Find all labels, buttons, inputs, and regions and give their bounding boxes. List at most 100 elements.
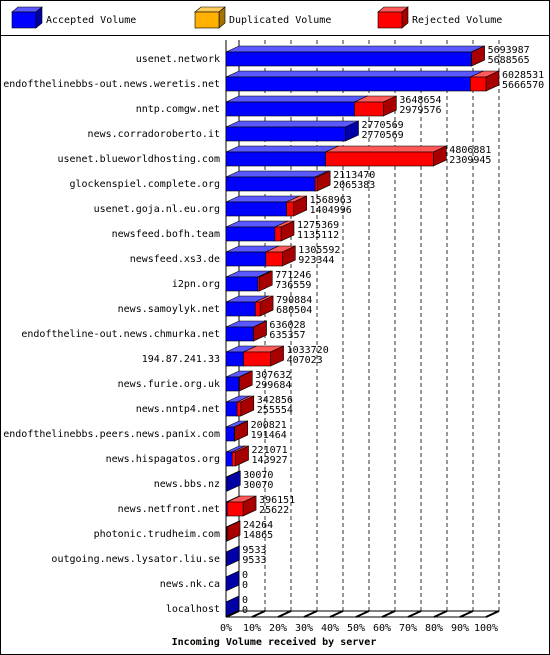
accepted-label: 255554 — [257, 405, 293, 416]
category-label: news.furie.org.uk — [118, 379, 220, 390]
x-tick-label: 50% — [347, 623, 365, 634]
category-label: photonic.trudheim.com — [94, 529, 220, 540]
rejected-bar — [354, 101, 384, 117]
rejected-bar — [255, 301, 261, 317]
accepted-label: 25622 — [259, 505, 289, 516]
accepted-label: 14865 — [243, 530, 273, 541]
category-label: newsfeed.bofh.team — [112, 229, 220, 240]
category-label: usenet.goja.nl.eu.org — [94, 204, 220, 215]
x-tick — [433, 610, 448, 618]
x-tick — [485, 610, 500, 618]
accepted-label: 736559 — [275, 280, 311, 291]
accepted-bar — [225, 326, 254, 342]
category-label: usenet.blueworldhosting.com — [57, 154, 220, 165]
category-label: localhost — [166, 604, 220, 615]
accepted-label: 635357 — [269, 330, 305, 341]
category-label: news.nntp4.net — [136, 404, 220, 415]
rejected-bar-top — [325, 145, 447, 153]
x-tick — [303, 610, 318, 618]
x-tick-label: 100% — [474, 623, 498, 634]
accepted-label: 0 — [242, 605, 248, 616]
accepted-label: 191464 — [251, 430, 287, 441]
accepted-bar — [225, 126, 346, 142]
x-tick-label: 40% — [321, 623, 339, 634]
rejected-bar — [314, 176, 318, 192]
accepted-label: 1135112 — [297, 230, 339, 241]
rejected-bar — [325, 151, 434, 167]
accepted-label: 2770569 — [361, 130, 403, 141]
offered-label: 2770569 — [361, 120, 403, 131]
legend-label: Accepted Volume — [46, 15, 136, 26]
category-label: news.corradoroberto.it — [88, 129, 220, 140]
offered-label: 24264 — [243, 520, 273, 531]
x-tick — [459, 610, 474, 618]
accepted-bar — [225, 201, 287, 217]
category-label: news.netfront.net — [118, 504, 220, 515]
accepted-label: 2979576 — [399, 105, 441, 116]
accepted-bar — [225, 176, 316, 192]
accepted-label: 1404996 — [310, 205, 352, 216]
offered-label: 771246 — [275, 270, 311, 281]
legend-label: Duplicated Volume — [229, 15, 331, 26]
x-tick — [355, 610, 370, 618]
accepted-bar — [225, 426, 235, 442]
accepted-label: 2065383 — [333, 180, 375, 191]
accepted-bar — [225, 376, 240, 392]
offered-label: 1568963 — [310, 195, 352, 206]
offered-label: 396151 — [259, 495, 295, 506]
category-label: i2pn.org — [172, 279, 220, 290]
x-tick-label: 10% — [243, 623, 261, 634]
accepted-bar — [225, 276, 259, 292]
accepted-label: 680504 — [276, 305, 312, 316]
rejected-bar — [236, 401, 242, 417]
category-label: nntp.comgw.net — [136, 104, 220, 115]
offered-label: 790884 — [276, 295, 312, 306]
x-tick — [251, 610, 266, 618]
legend-label: Rejected Volume — [412, 15, 502, 26]
category-label: news.bbs.nz — [154, 479, 220, 490]
category-label: glockenspiel.complete.org — [69, 179, 220, 190]
category-label: usenet.network — [136, 54, 220, 65]
accepted-label: 299684 — [255, 380, 291, 391]
accepted-bar — [225, 451, 233, 467]
x-tick — [225, 610, 240, 618]
x-tick-label: 70% — [399, 623, 417, 634]
legend-swatch — [11, 11, 37, 29]
accepted-bar — [225, 51, 472, 67]
accepted-label: 2309945 — [449, 155, 491, 166]
accepted-bar — [225, 476, 228, 492]
rejected-bar — [243, 351, 271, 367]
offered-label: 1275369 — [297, 220, 339, 231]
rejected-bar — [265, 251, 283, 267]
offered-label: 1033720 — [287, 345, 329, 356]
offered-label: 4806881 — [449, 145, 491, 156]
offered-label: 30070 — [243, 470, 273, 481]
offered-label: 307632 — [255, 370, 291, 381]
x-tick-label: 20% — [269, 623, 287, 634]
accepted-label: 0 — [242, 580, 248, 591]
rejected-bar — [274, 226, 282, 242]
x-tick-label: 90% — [451, 623, 469, 634]
rejected-bar — [470, 76, 487, 92]
accepted-bar-top — [225, 120, 359, 128]
offered-label: 1305592 — [298, 245, 340, 256]
x-tick — [277, 610, 292, 618]
accepted-bar — [225, 401, 238, 417]
accepted-label: 30070 — [243, 480, 273, 491]
category-label: endoftheline-out.news.chmurka.net — [21, 329, 220, 340]
accepted-bar-top — [225, 45, 485, 53]
accepted-bar-top — [225, 95, 368, 103]
offered-label: 0 — [242, 570, 248, 581]
accepted-bar-side — [225, 595, 240, 617]
x-tick-label: 80% — [425, 623, 443, 634]
accepted-bar — [225, 301, 256, 317]
category-label: endofthelinebbs-out.news.weretis.net — [3, 79, 220, 90]
accepted-bar-top — [225, 170, 329, 178]
offered-label: 636028 — [269, 320, 305, 331]
accepted-label: 143927 — [252, 455, 288, 466]
offered-label: 6028531 — [502, 70, 544, 81]
category-label: news.samoylyk.net — [118, 304, 220, 315]
accepted-label: 407023 — [287, 355, 323, 366]
legend-swatch — [194, 11, 220, 29]
